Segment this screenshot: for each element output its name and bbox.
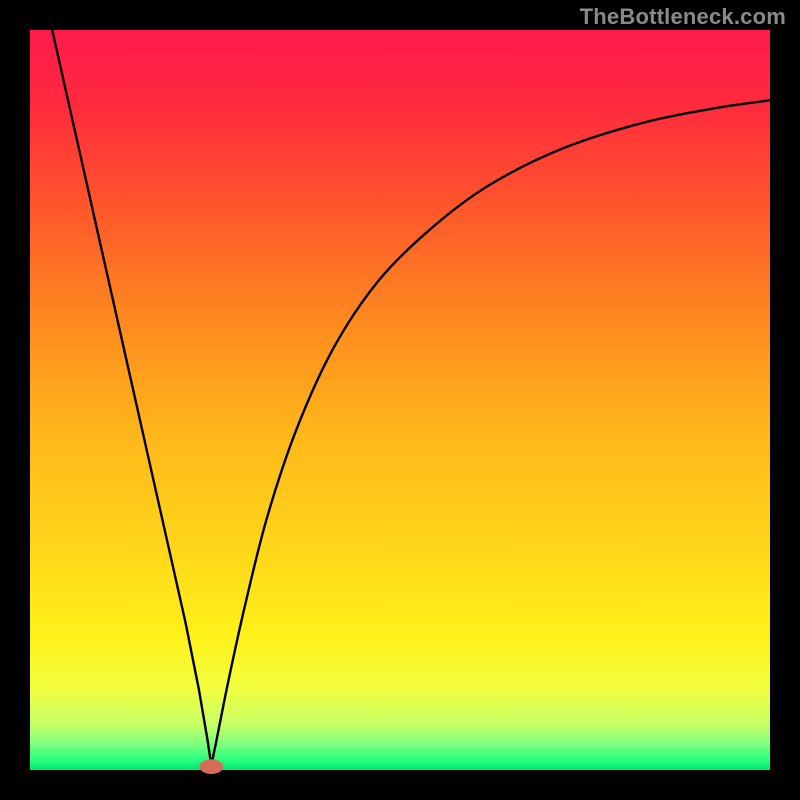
chart-svg (0, 0, 800, 800)
chart-frame: TheBottleneck.com (0, 0, 800, 800)
plot-background (30, 30, 770, 770)
curve-minimum-marker (199, 759, 223, 774)
watermark-text: TheBottleneck.com (580, 4, 786, 30)
